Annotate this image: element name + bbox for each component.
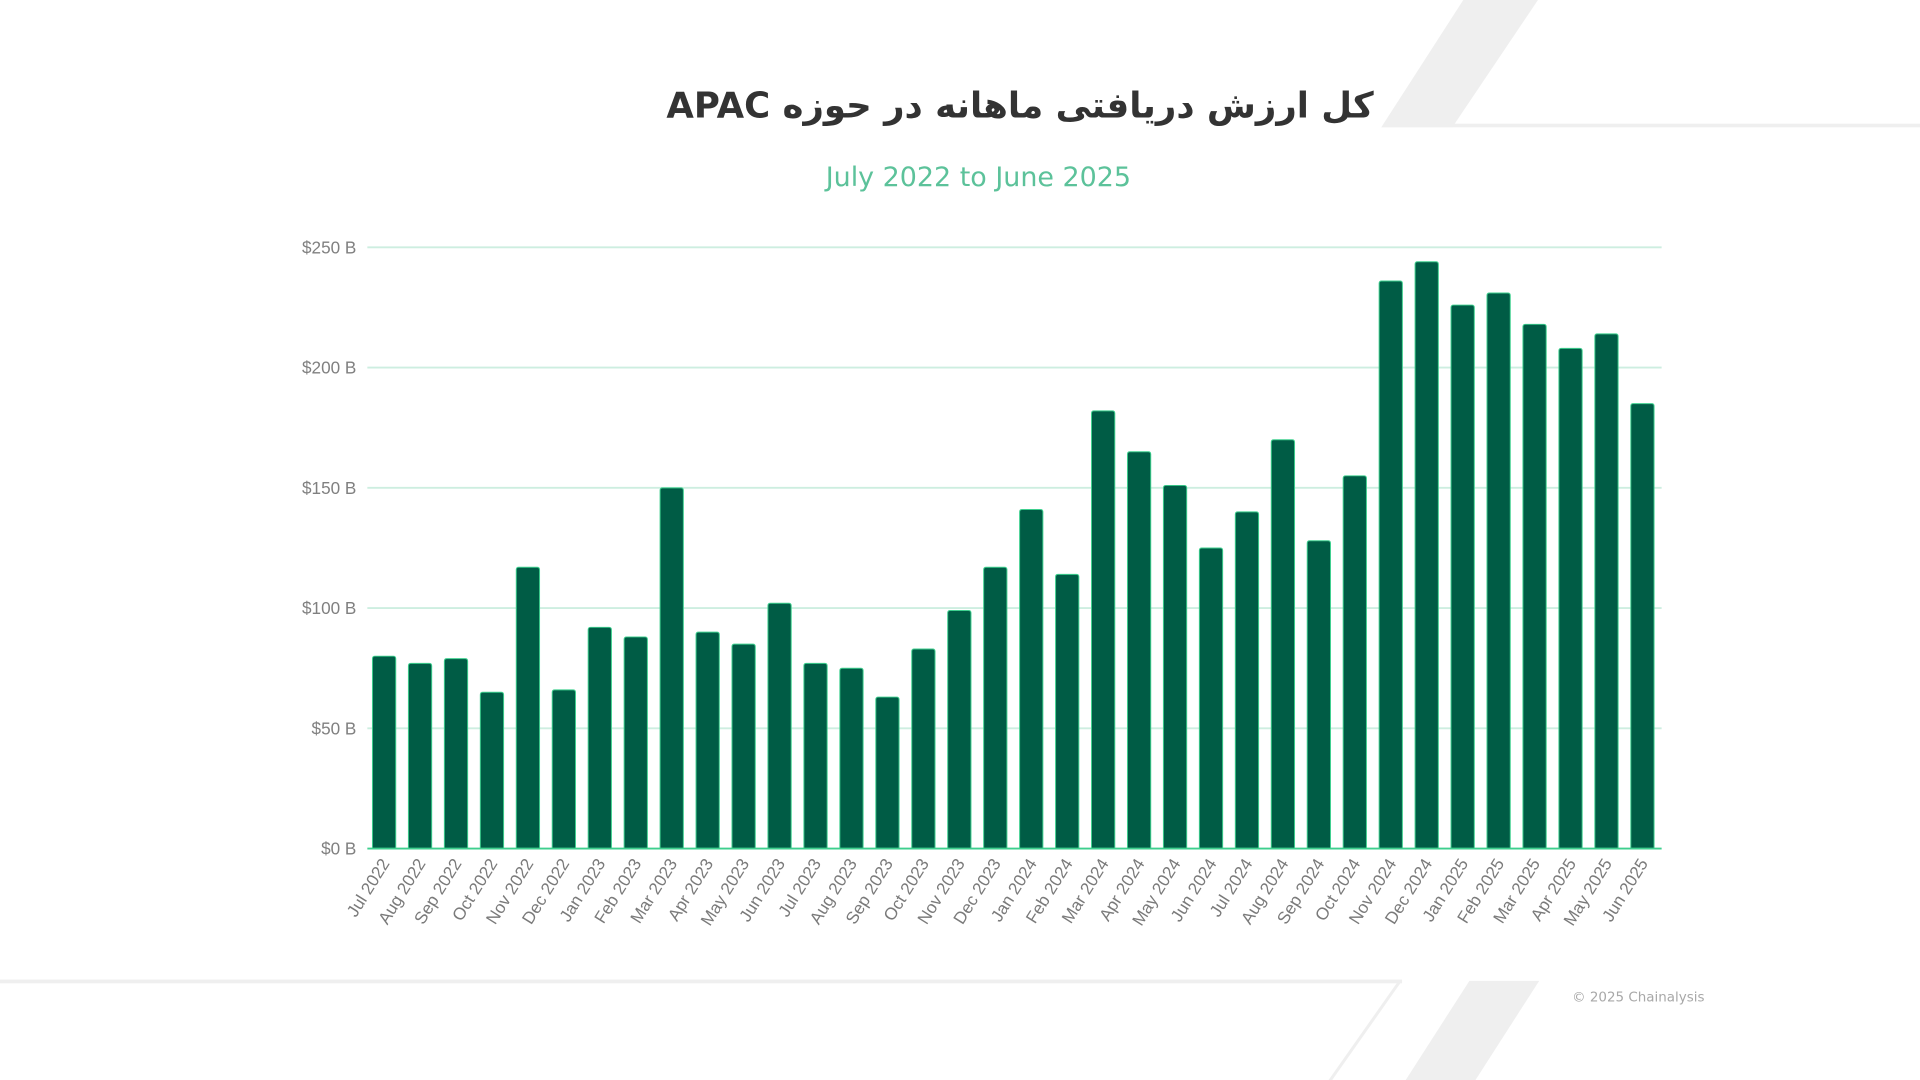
y-axis-ticks: $0 B $50 B $100 B $150 B $200 B $250 B <box>302 237 356 858</box>
bar <box>1486 292 1511 850</box>
bar <box>1450 304 1475 850</box>
chart-subtitle: July 2022 to June 2025 <box>824 162 1131 193</box>
bar <box>443 658 469 850</box>
bar <box>1162 484 1188 850</box>
bar <box>1198 547 1224 850</box>
bar <box>839 667 864 850</box>
bar <box>1594 333 1619 850</box>
bar <box>1342 475 1367 850</box>
bar <box>479 691 505 850</box>
bar <box>983 566 1008 850</box>
bar <box>1055 573 1080 850</box>
bar <box>551 689 576 850</box>
bar <box>875 696 900 850</box>
y-tick-label: $150 B <box>302 478 356 498</box>
bar <box>407 662 433 850</box>
chart-title: کل ارزش دریافتی ماهانه در حوزه APAC <box>666 86 1374 127</box>
bar <box>587 626 612 850</box>
y-tick-label: $0 B <box>321 839 356 859</box>
bar <box>1306 540 1331 850</box>
bar <box>659 487 684 850</box>
bar <box>515 566 541 850</box>
y-tick-label: $200 B <box>302 358 356 378</box>
bar <box>947 609 972 850</box>
bar <box>1091 410 1116 850</box>
bar <box>1522 323 1547 850</box>
copyright: © 2025 Chainalysis <box>1572 991 1704 1006</box>
bar <box>1234 511 1260 850</box>
bar <box>731 643 756 850</box>
gridlines <box>367 246 1662 730</box>
bars <box>371 261 1655 850</box>
bar <box>803 662 828 850</box>
y-tick-label: $50 B <box>312 718 357 738</box>
bar <box>623 636 648 850</box>
bar <box>1270 439 1296 850</box>
y-tick-label: $250 B <box>302 237 356 257</box>
y-tick-label: $100 B <box>302 598 356 618</box>
bar <box>371 655 397 850</box>
bar <box>1378 280 1403 850</box>
bar <box>1019 508 1044 850</box>
bar <box>1558 347 1583 850</box>
bar <box>767 602 792 850</box>
bar <box>695 631 720 850</box>
bar <box>1126 451 1152 850</box>
bar <box>911 648 936 850</box>
bar <box>1414 261 1439 850</box>
bar <box>1630 403 1655 850</box>
